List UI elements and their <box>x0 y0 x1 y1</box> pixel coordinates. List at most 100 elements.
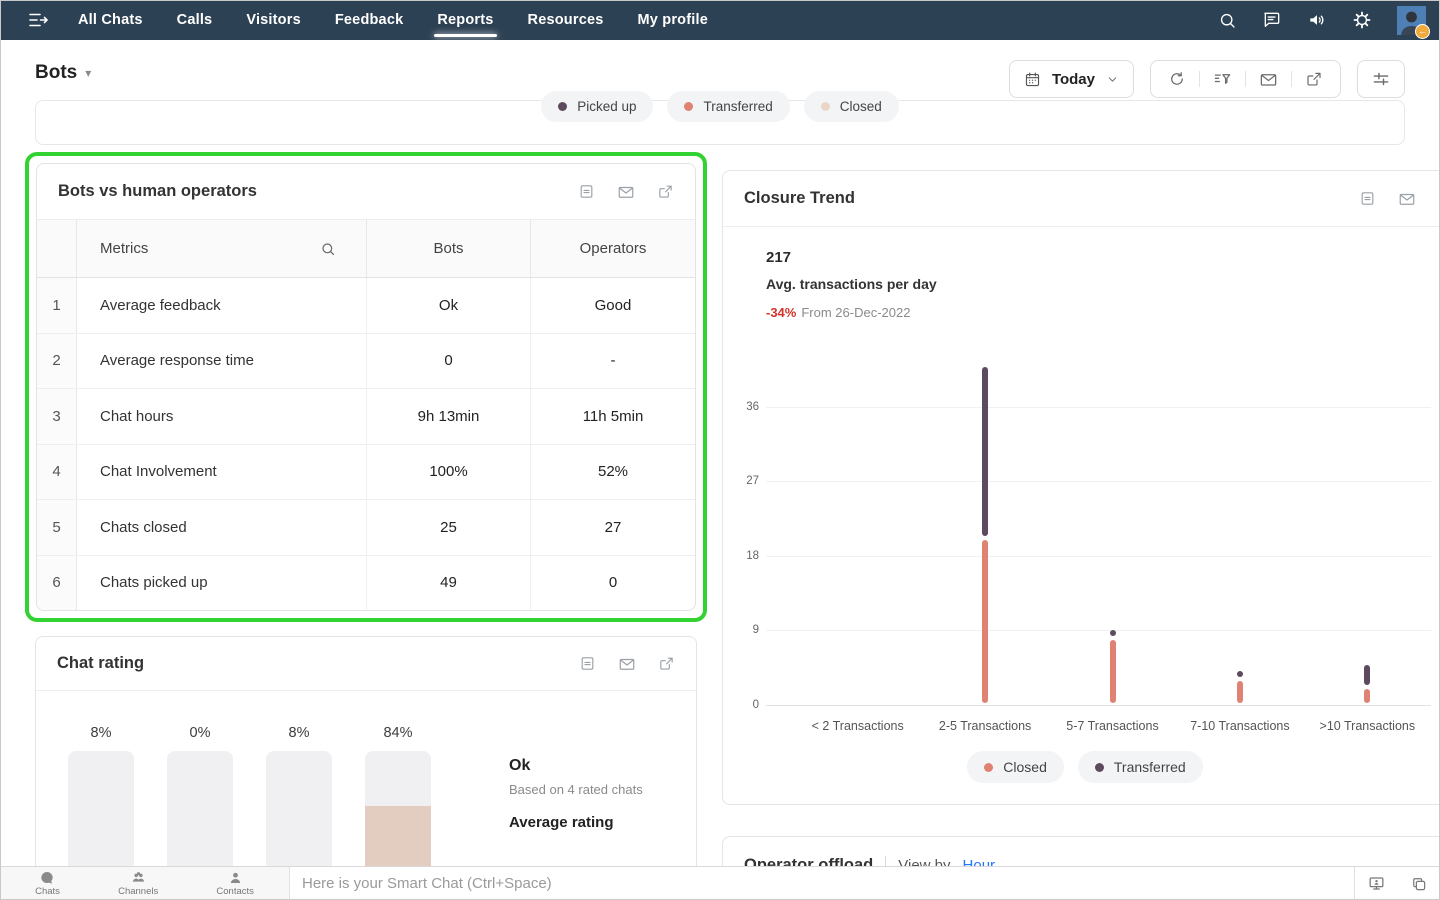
table-row: 1Average feedbackOkGood <box>37 278 695 334</box>
report-detail-icon[interactable] <box>578 183 595 201</box>
page-title: Bots <box>35 62 77 84</box>
metric-name: Chats closed <box>77 500 367 555</box>
rating-bar-fill <box>365 806 431 866</box>
legend-chip-picked-up[interactable]: Picked up <box>541 91 653 122</box>
report-detail-icon[interactable] <box>1359 190 1376 208</box>
rating-bar: 8% <box>68 725 134 866</box>
rating-bar-track <box>68 751 134 866</box>
row-number: 1 <box>37 278 77 333</box>
metric-name: Chat Involvement <box>77 445 367 500</box>
user-avatar[interactable]: ← <box>1397 6 1426 35</box>
x-axis-label: < 2 Transactions <box>794 719 921 733</box>
operators-value: 0 <box>531 556 695 611</box>
dock-tab-contacts[interactable]: Contacts <box>216 870 254 897</box>
copy-windows-icon[interactable] <box>1410 875 1428 893</box>
email-icon[interactable] <box>1398 190 1416 208</box>
screen-share-icon[interactable] <box>1367 874 1386 893</box>
nav-item-visitors[interactable]: Visitors <box>246 0 301 40</box>
smart-chat-bar: Chats Channels Contacts <box>0 866 1440 900</box>
summary-delta-note: From 26-Dec-2022 <box>801 305 910 320</box>
bots-value: 0 <box>367 334 531 389</box>
legend-chip-closed[interactable]: Closed <box>967 751 1064 783</box>
table-row: 5Chats closed2527 <box>37 500 695 556</box>
panel-title: Closure Trend <box>744 189 855 208</box>
nav-item-reports[interactable]: Reports <box>437 0 493 40</box>
y-tick-label: 27 <box>725 475 759 487</box>
nav-item-my-profile[interactable]: My profile <box>638 0 708 40</box>
date-range-value: Today <box>1052 71 1095 88</box>
x-axis-label: >10 Transactions <box>1304 719 1431 733</box>
rating-bar: 8% <box>266 725 332 866</box>
legend-chip-transferred[interactable]: Transferred <box>667 91 789 122</box>
operators-value: 27 <box>531 500 695 555</box>
panel-title: Chat rating <box>57 654 144 673</box>
sidebar-toggle-icon[interactable] <box>26 0 50 40</box>
legend-chip-closed[interactable]: Closed <box>804 91 899 122</box>
operators-value: - <box>531 334 695 389</box>
nav-item-feedback[interactable]: Feedback <box>335 0 404 40</box>
rating-bar-percent: 8% <box>266 725 332 751</box>
nav-item-all-chats[interactable]: All Chats <box>78 0 143 40</box>
email-icon[interactable] <box>618 655 636 673</box>
closure-trend-chart <box>766 358 1431 706</box>
row-number-header <box>37 220 77 277</box>
summary-delta: -34% <box>766 305 796 320</box>
chart-summary: 217 Avg. transactions per day -34% From 2… <box>766 249 937 320</box>
closed-bar <box>982 540 988 703</box>
legend-chip-transferred[interactable]: Transferred <box>1078 751 1203 783</box>
bots-value: Ok <box>367 278 531 333</box>
feedback-chat-icon[interactable] <box>1262 10 1282 30</box>
y-tick-label: 18 <box>725 550 759 562</box>
chevron-down-icon: ▾ <box>85 66 91 80</box>
email-icon[interactable] <box>617 183 635 201</box>
bar-column--2-transactions <box>794 358 921 706</box>
nav-item-calls[interactable]: Calls <box>177 0 213 40</box>
channels-icon <box>130 870 147 886</box>
column-header-metrics: Metrics <box>100 240 148 257</box>
operators-value: 11h 5min <box>531 389 695 444</box>
metric-name: Average feedback <box>77 278 367 333</box>
open-external-icon[interactable] <box>657 183 674 201</box>
volume-icon[interactable] <box>1307 10 1327 30</box>
legend-dot <box>821 102 830 111</box>
smart-chat-input[interactable] <box>302 875 1354 892</box>
closed-bar <box>1237 681 1243 703</box>
chart-legend: Picked up Transferred Closed <box>36 91 1404 122</box>
column-header-operators: Operators <box>531 220 695 277</box>
bar-column-7-10-transactions <box>1176 358 1303 706</box>
rating-summary: Ok Based on 4 rated chats Average rating <box>509 757 643 831</box>
legend-dot <box>684 102 693 111</box>
x-axis-label: 7-10 Transactions <box>1176 719 1303 733</box>
y-tick-label: 0 <box>725 699 759 711</box>
y-tick-label: 36 <box>725 401 759 413</box>
table-row: 4Chat Involvement100%52% <box>37 445 695 501</box>
y-tick-label: 9 <box>725 624 759 636</box>
transferred-bar <box>1237 671 1243 677</box>
operators-value: Good <box>531 278 695 333</box>
open-external-icon[interactable] <box>658 655 675 673</box>
rating-caption: Average rating <box>509 814 643 831</box>
summary-label: Avg. transactions per day <box>766 276 937 292</box>
settings-gear-icon[interactable] <box>1352 10 1372 30</box>
legend-label: Transferred <box>1114 759 1186 775</box>
table-row: 3Chat hours9h 13min11h 5min <box>37 389 695 445</box>
rating-bar-percent: 8% <box>68 725 134 751</box>
summary-value: 217 <box>766 249 937 266</box>
x-axis-label: 2-5 Transactions <box>921 719 1048 733</box>
dock-tab-chats[interactable]: Chats <box>35 870 60 897</box>
rating-bar-percent: 0% <box>167 725 233 751</box>
bots-value: 49 <box>367 556 531 611</box>
bar-column-5-7-transactions <box>1049 358 1176 706</box>
dock-tab-label: Contacts <box>216 887 254 897</box>
rating-bar-track <box>365 751 431 866</box>
column-header-bots: Bots <box>367 220 531 277</box>
dock-tab-channels[interactable]: Channels <box>118 870 158 897</box>
dock-tab-label: Chats <box>35 887 60 897</box>
metric-name: Average response time <box>77 334 367 389</box>
table-search-icon[interactable] <box>320 241 336 257</box>
search-icon[interactable] <box>1218 11 1237 30</box>
nav-item-resources[interactable]: Resources <box>528 0 604 40</box>
report-detail-icon[interactable] <box>579 655 596 673</box>
chat-dock-tabs: Chats Channels Contacts <box>0 867 290 900</box>
report-type-dropdown[interactable]: Bots ▾ <box>35 62 91 84</box>
